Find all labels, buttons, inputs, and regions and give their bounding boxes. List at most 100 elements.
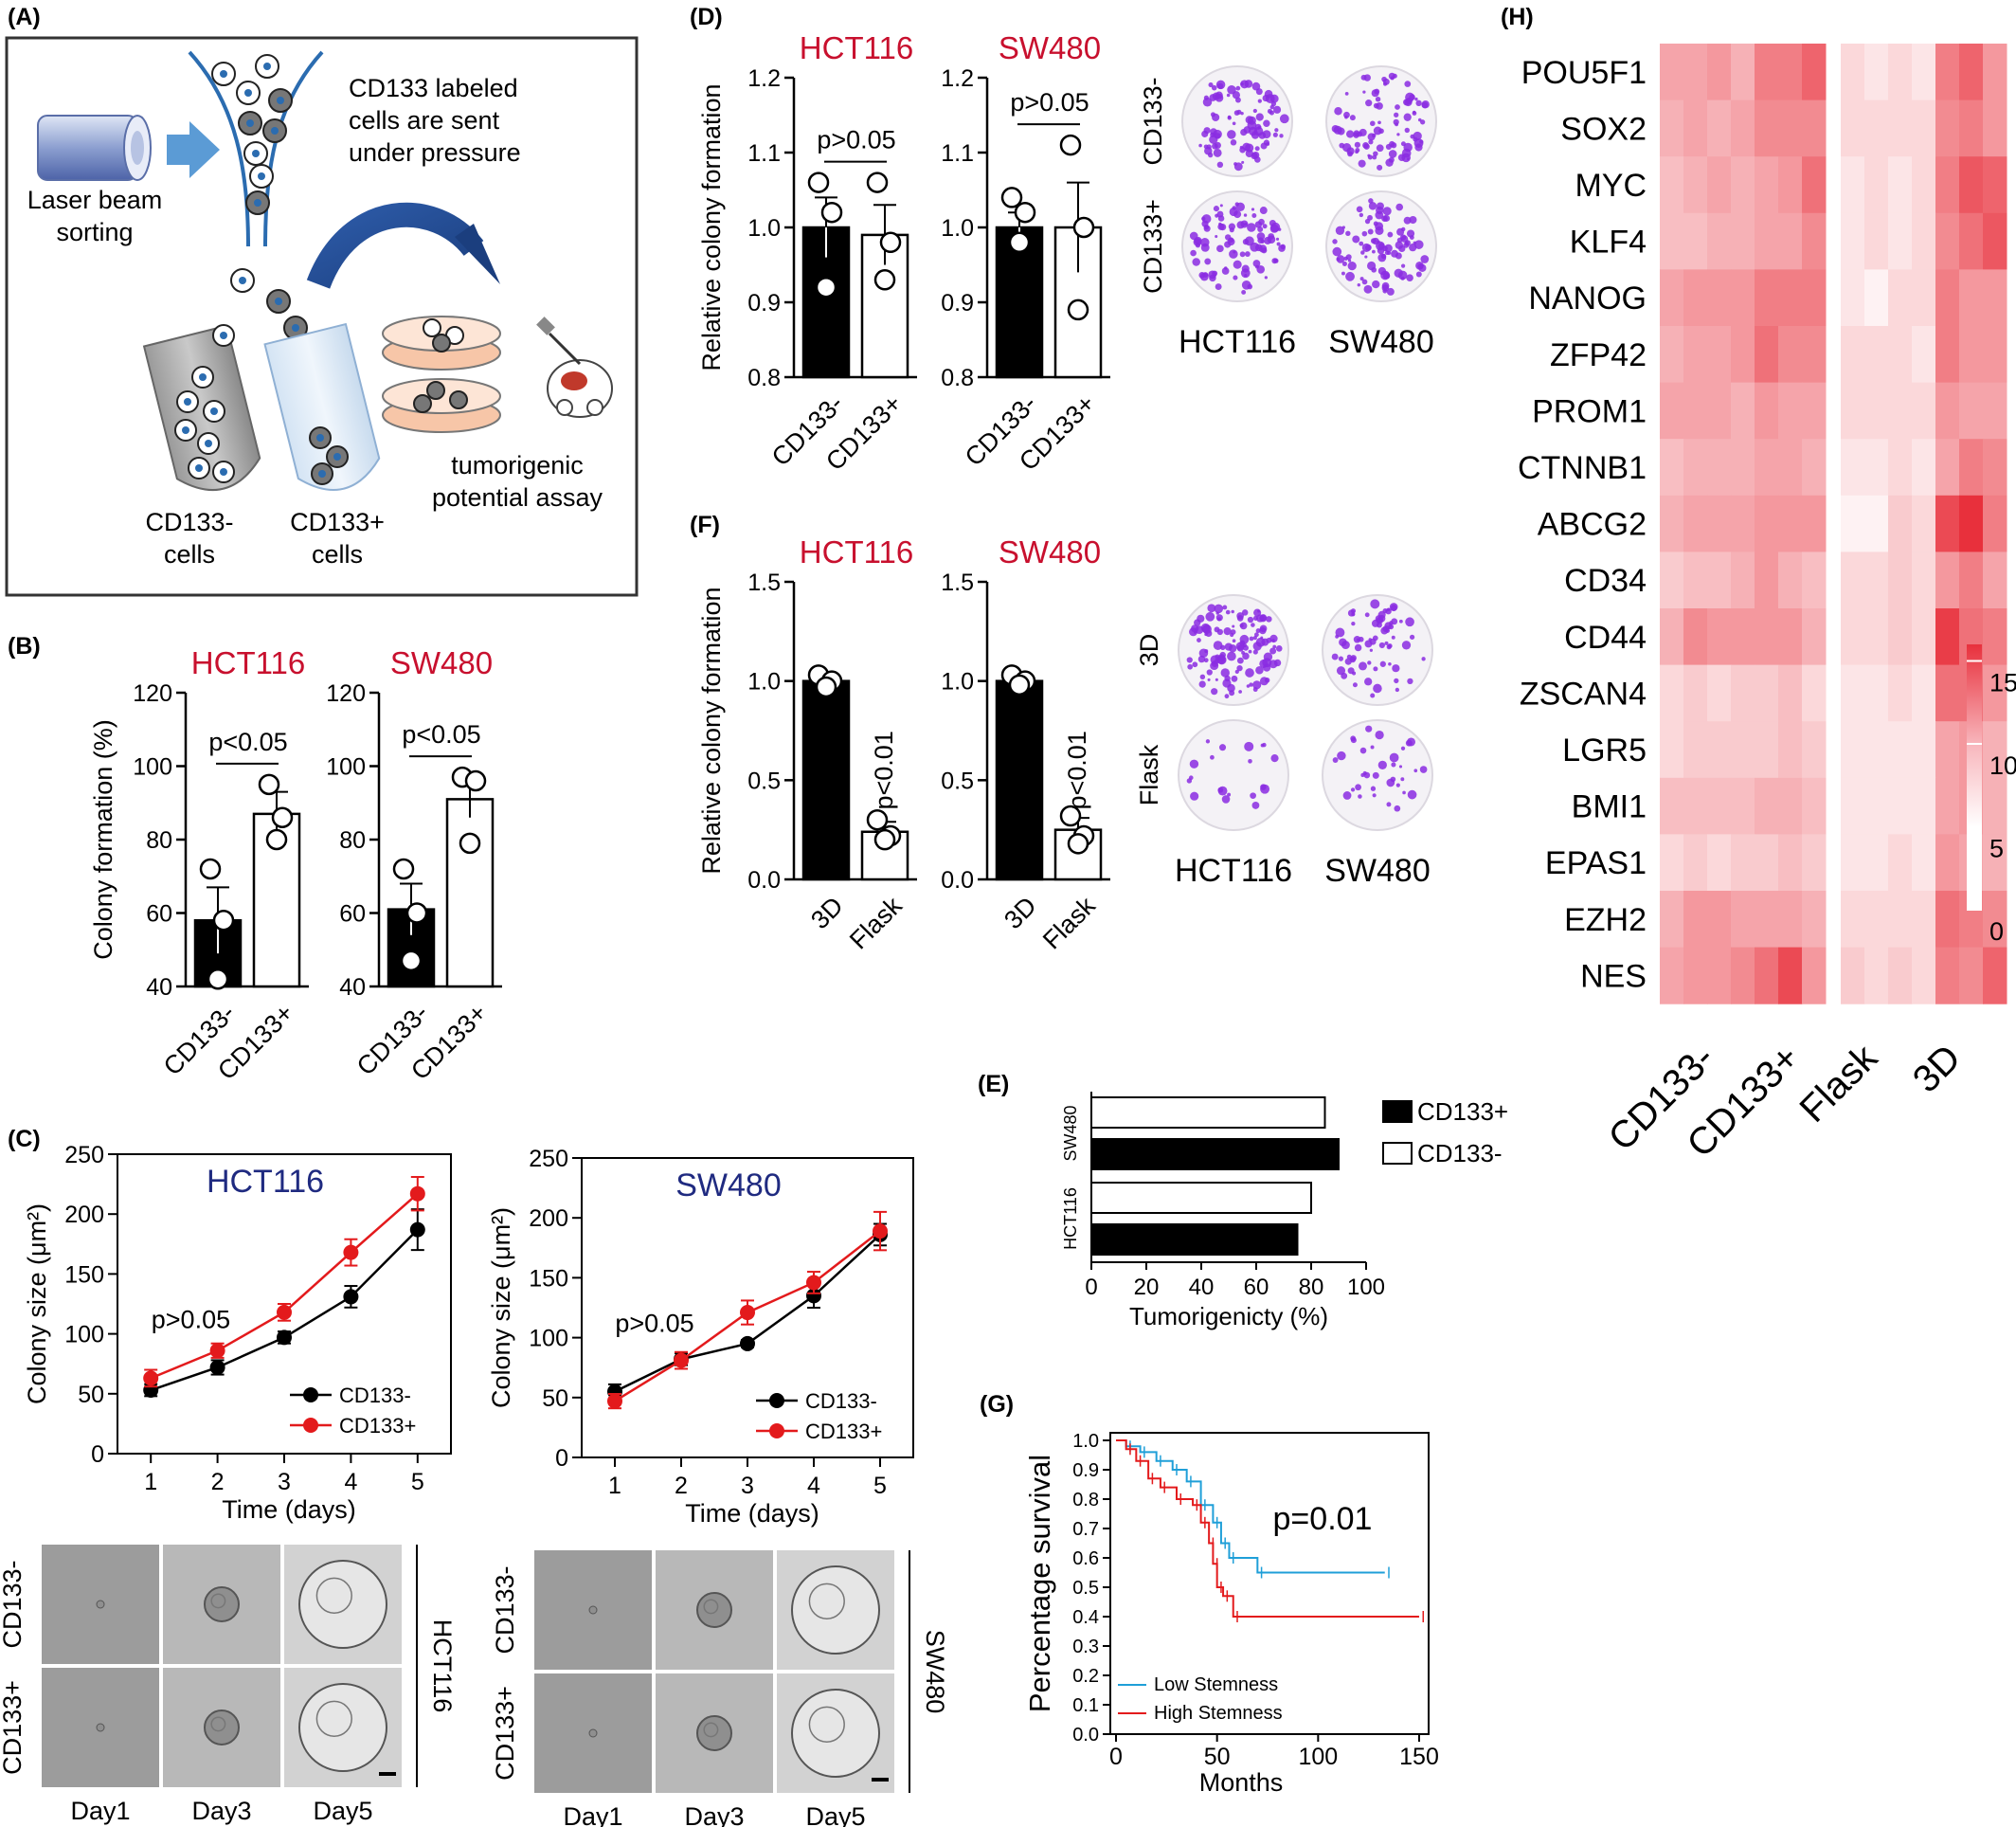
colony-dot — [1258, 218, 1265, 226]
colony-dot — [1215, 283, 1222, 291]
data-point — [212, 910, 235, 932]
heatmap-cell — [1841, 212, 1865, 270]
colony-dot — [1372, 280, 1380, 289]
colony-dot — [1351, 621, 1356, 626]
bar-cd133-plus — [1090, 1223, 1299, 1256]
colony-dot — [1372, 771, 1379, 779]
heatmap-cell — [1935, 495, 1960, 552]
y-tick-label: 150 — [64, 1261, 104, 1288]
colony-dot — [1395, 252, 1402, 260]
tube-cd133-plus-icon — [263, 322, 381, 491]
colony-dot — [1216, 82, 1224, 89]
colony-dot — [1279, 134, 1284, 138]
heatmap-cell — [1683, 326, 1708, 384]
chart-title: HCT116 — [800, 30, 913, 65]
column-label: Day1 — [563, 1802, 622, 1827]
heatmap-cell — [1778, 664, 1803, 722]
heatmap-cell — [1755, 382, 1779, 440]
colony-dot — [1341, 641, 1350, 650]
heatmap-cell — [1755, 99, 1779, 157]
colony-dot — [1249, 682, 1253, 687]
colony-dot — [1354, 643, 1362, 652]
colony-dot — [1395, 104, 1400, 110]
colony-dot — [1252, 687, 1258, 693]
heatmap-cell — [1841, 777, 1865, 835]
colony-dot — [1243, 644, 1249, 651]
colony-dot — [1332, 246, 1342, 257]
cell-texture — [210, 1716, 226, 1732]
heatmap-cell — [1755, 777, 1779, 835]
heatmap-cell — [1802, 495, 1827, 552]
gene-label: MYC — [1575, 168, 1647, 204]
mouse-injection-icon — [536, 317, 613, 418]
heatmap-cell — [1778, 212, 1803, 270]
colony-dot — [1363, 143, 1370, 150]
x-tick-label: 5 — [411, 1469, 424, 1495]
p-value-annotation: p<0.01 — [1063, 731, 1091, 809]
heatmap-cell — [1660, 495, 1684, 552]
colony-dot — [1372, 793, 1377, 798]
colony-dot — [1202, 97, 1213, 107]
heatmap-cell — [1888, 212, 1913, 270]
y-tick-label: 1.5 — [747, 570, 781, 596]
cell-colony-icon — [696, 1715, 732, 1751]
heatmap-cell — [1660, 382, 1684, 440]
heatmap-cell — [1731, 156, 1755, 214]
column-label: HCT116 — [1179, 324, 1296, 360]
tube-minus-label-2: cells — [164, 540, 215, 569]
colony-dot — [1214, 604, 1224, 614]
colony-dot — [1227, 116, 1232, 120]
gene-label: ZSCAN4 — [1520, 676, 1647, 712]
heatmap-cell — [1888, 439, 1913, 497]
heatmap-cell — [1912, 608, 1936, 666]
heatmap-cell — [1888, 156, 1913, 214]
heatmap-cell — [1731, 382, 1755, 440]
colony-dot — [1232, 121, 1236, 126]
panel-letter-g: (G) — [980, 1391, 1014, 1418]
laser-label: Laser beam — [27, 186, 163, 214]
heatmap-cell — [1959, 269, 1984, 327]
heatmap-cell — [1683, 664, 1708, 722]
colony-dot — [1215, 234, 1218, 239]
heatmap-cell — [1912, 891, 1936, 949]
colony-dot — [1380, 270, 1390, 280]
colony-dot — [1213, 148, 1222, 157]
x-tick-label: 3D — [805, 892, 849, 935]
heatmap-cell — [1983, 495, 2007, 552]
heatmap-cell — [1707, 608, 1732, 666]
heatmap-cell — [1841, 664, 1865, 722]
colony-dot — [1332, 757, 1339, 763]
colony-dot — [1370, 745, 1375, 750]
x-axis-label: Months — [1199, 1768, 1284, 1797]
data-point — [209, 1343, 225, 1359]
heatmap-cell — [1660, 269, 1684, 327]
colony-dot — [1260, 142, 1268, 150]
x-tick-label: 60 — [1244, 1275, 1269, 1300]
heatmap-cell — [1841, 552, 1865, 609]
heatmap-cell — [1778, 44, 1803, 101]
colony-dot — [1370, 693, 1376, 698]
panel-h: (H) POU5F1 SOX2 MYC KLF4 NANOG ZFP42 PROM1 CTNN… — [1501, 4, 2016, 1166]
heatmap-cell — [1912, 99, 1936, 157]
colony-dot — [1203, 630, 1208, 634]
colony-dot — [1344, 658, 1352, 665]
x-tick-label: 20 — [1134, 1275, 1160, 1300]
colony-dot — [1244, 236, 1254, 246]
p-value-annotation: p>0.05 — [152, 1305, 230, 1333]
panel-letter-a: (A) — [8, 4, 41, 30]
colony-dot — [1227, 651, 1236, 661]
y-tick-label: 80 — [339, 827, 366, 854]
heatmap-cell — [1935, 269, 1960, 327]
heatmap-cell — [1707, 382, 1732, 440]
panel-a: (A) Laser beam sorting CD133 labe — [5, 4, 639, 597]
colony-dot — [1331, 653, 1339, 660]
y-tick-label: 0.0 — [747, 867, 781, 894]
colony-dot — [1334, 106, 1342, 116]
heatmap-cell — [1983, 326, 2007, 384]
panel-letter-b: (B) — [8, 633, 41, 660]
group-label: Flask — [1791, 1037, 1885, 1131]
heatmap-cell — [1660, 552, 1684, 609]
colony-dot — [1233, 275, 1238, 280]
heatmap-cell — [1983, 721, 2007, 779]
colony-dot — [1251, 81, 1261, 91]
